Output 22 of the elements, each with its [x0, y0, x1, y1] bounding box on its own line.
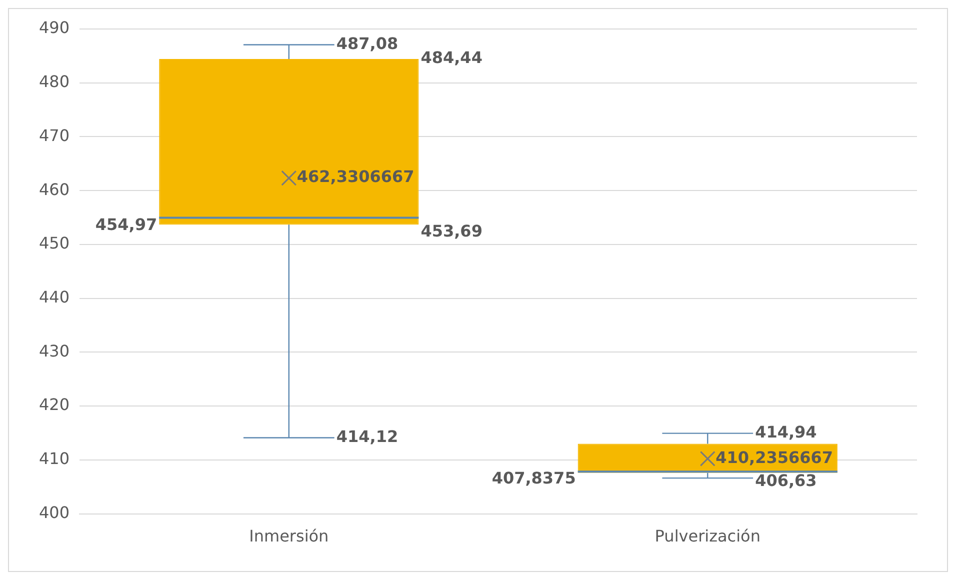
- x-tick-label: Inmersión: [249, 526, 329, 546]
- annotation: 462,3306667: [296, 167, 414, 186]
- y-tick-label: 420: [38, 395, 70, 414]
- y-tick-label: 490: [38, 18, 70, 38]
- y-tick-label: 430: [38, 341, 70, 360]
- y-tick-label: 450: [38, 234, 70, 253]
- annotation: 406,63: [755, 471, 817, 490]
- annotation: 454,97: [95, 214, 158, 234]
- annotation: 414,12: [336, 426, 398, 446]
- annotation: 414,94: [755, 422, 817, 442]
- annotation: 487,08: [336, 34, 398, 53]
- y-tick-label: 410: [38, 449, 70, 468]
- y-tick-label: 400: [38, 502, 70, 522]
- annotation: 453,69: [420, 222, 482, 241]
- annotation: 407,8375: [492, 468, 576, 488]
- y-tick-label: 460: [38, 180, 70, 199]
- x-tick-label: Pulverización: [654, 526, 760, 546]
- y-tick-label: 440: [38, 287, 70, 306]
- annotation: 410,2356667: [716, 448, 834, 467]
- annotation: 484,44: [420, 48, 482, 68]
- y-tick-label: 470: [38, 126, 70, 145]
- y-tick-label: 480: [38, 72, 70, 92]
